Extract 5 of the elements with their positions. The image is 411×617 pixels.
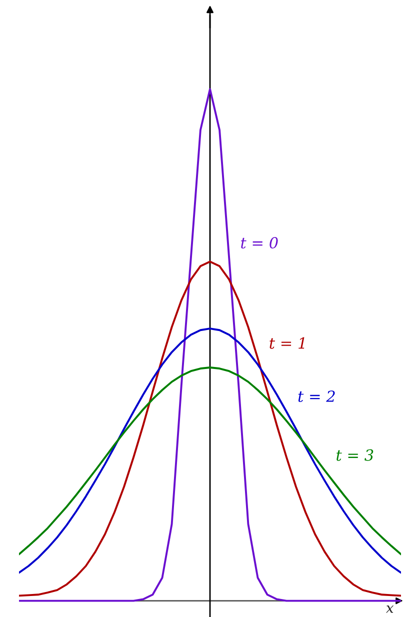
series-label: t = 0 (241, 236, 278, 249)
series-label: t = 3 (336, 449, 374, 461)
series-label: t = 1 (270, 337, 304, 349)
x-axis-title: x (386, 606, 394, 613)
series-label: t = 2 (298, 390, 335, 402)
